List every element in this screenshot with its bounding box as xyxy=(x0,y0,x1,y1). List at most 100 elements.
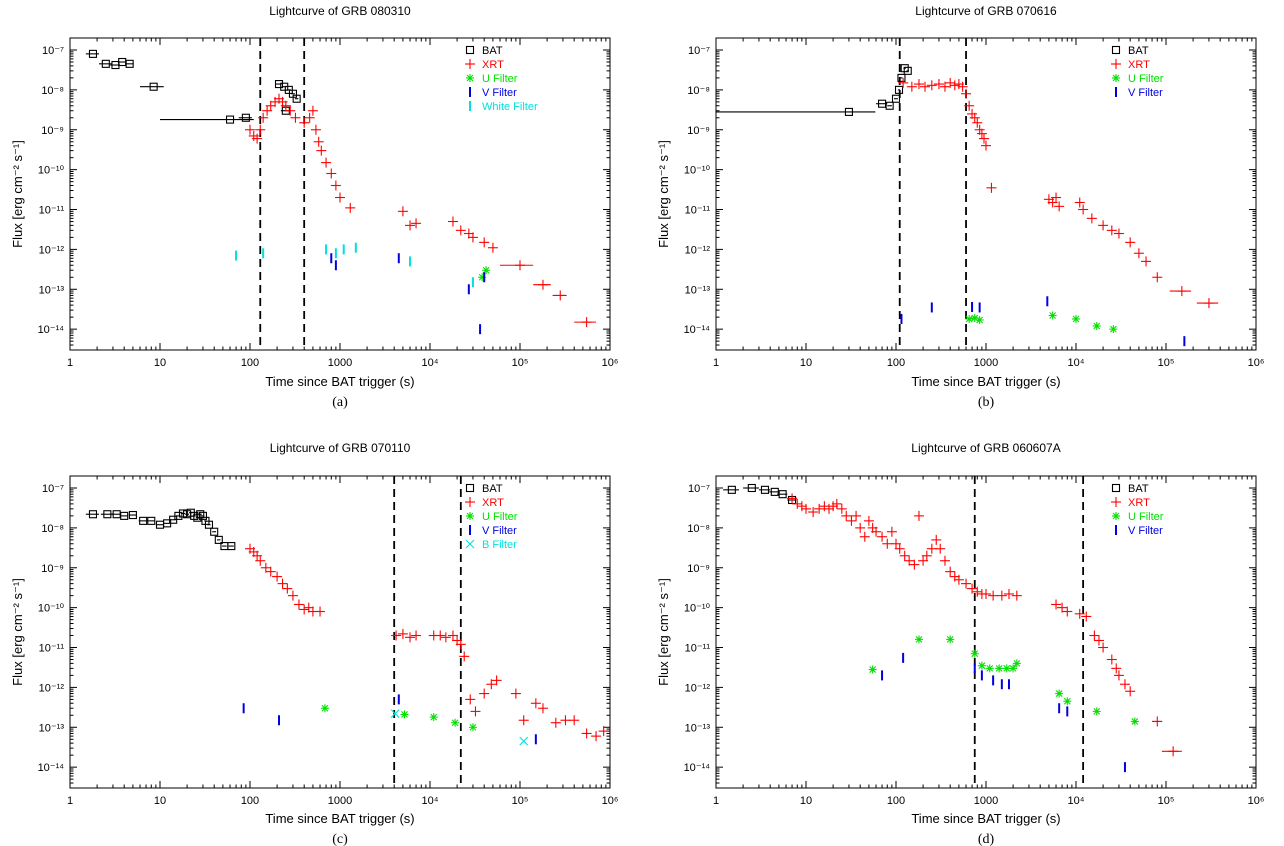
data-point xyxy=(479,237,490,248)
chart-panel-1: Lightcurve of GRB 080310 1 10 100 1000 10⁴ 10⁵… xyxy=(10,4,618,410)
data-point xyxy=(967,583,978,594)
x-tick-label: 1000 xyxy=(328,357,352,369)
data-point xyxy=(1078,204,1089,215)
legend-label: U Filter xyxy=(482,73,518,85)
data-point xyxy=(913,79,924,90)
legend-item: XRT xyxy=(1111,59,1150,71)
data-point xyxy=(1003,588,1014,599)
data-point xyxy=(939,555,950,566)
series-bat xyxy=(85,49,301,124)
data-point xyxy=(411,630,422,641)
data-point xyxy=(743,483,759,493)
data-point xyxy=(138,516,148,525)
data-point xyxy=(274,80,284,89)
data-point xyxy=(258,112,269,123)
legend-label: XRT xyxy=(482,497,504,509)
data-point xyxy=(227,542,236,551)
data-point xyxy=(117,57,127,67)
data-point xyxy=(1130,717,1139,726)
data-point xyxy=(459,651,470,662)
data-point xyxy=(935,543,946,554)
x-tick-label: 10⁶ xyxy=(602,795,619,807)
data-point xyxy=(961,88,972,99)
data-point xyxy=(245,124,255,135)
x-tick-label: 1000 xyxy=(328,795,352,807)
legend-label: XRT xyxy=(482,59,504,71)
chart-panel-4: Lightcurve of GRB 060607A 1 10 100 1000 10⁴ 10… xyxy=(656,441,1264,846)
data-point xyxy=(238,113,252,122)
data-point xyxy=(1113,670,1124,681)
data-point xyxy=(198,511,207,520)
x-tick-label: 10⁶ xyxy=(1248,357,1265,369)
y-tick-label: 10⁻¹³ xyxy=(39,722,65,734)
data-point xyxy=(1098,642,1109,653)
data-point xyxy=(467,232,478,243)
data-point xyxy=(285,105,296,116)
data-point xyxy=(1048,311,1057,320)
data-point xyxy=(981,588,991,599)
series-v-filter xyxy=(330,253,486,335)
data-point xyxy=(255,124,266,135)
series-u-filter xyxy=(965,311,1118,334)
data-point xyxy=(468,723,477,732)
data-point xyxy=(914,635,923,644)
data-point xyxy=(976,128,987,139)
legend-label: V Filter xyxy=(482,87,517,99)
data-point xyxy=(814,503,825,514)
panel-caption: (b) xyxy=(978,395,995,410)
data-point xyxy=(863,515,874,526)
y-tick-label: 10⁻¹⁴ xyxy=(38,324,65,336)
x-tick-label: 100 xyxy=(887,357,905,369)
x-tick-label: 10 xyxy=(800,795,812,807)
series-u-filter xyxy=(868,635,1139,726)
data-point xyxy=(978,133,989,144)
x-tick-label: 1 xyxy=(713,795,719,807)
data-point xyxy=(307,105,318,116)
data-point xyxy=(304,112,315,123)
y-tick-label: 10⁻⁹ xyxy=(687,563,710,575)
data-point xyxy=(1062,606,1073,617)
data-point xyxy=(315,606,326,617)
panel-caption: (c) xyxy=(332,832,348,846)
plot-frame xyxy=(715,475,1257,789)
series-xrt xyxy=(787,493,1182,757)
y-tick-label: 10⁻⁹ xyxy=(41,125,64,137)
data-point xyxy=(335,192,345,203)
panel-caption: (d) xyxy=(978,832,995,846)
data-point xyxy=(411,218,422,229)
data-point xyxy=(939,81,950,92)
y-tick-label: 10⁻⁹ xyxy=(687,125,710,137)
data-point xyxy=(440,632,451,643)
x-tick-label: 10 xyxy=(800,357,812,369)
legend-item: BAT xyxy=(1111,483,1149,495)
y-tick-label: 10⁻¹¹ xyxy=(685,643,711,655)
data-point xyxy=(598,726,609,737)
data-point xyxy=(321,157,332,168)
y-tick-label: 10⁻¹⁰ xyxy=(38,603,65,615)
data-point xyxy=(447,216,458,227)
series-white-filter xyxy=(235,242,474,288)
y-tick-label: 10⁻¹⁰ xyxy=(38,165,65,177)
x-tick-label: 10⁵ xyxy=(1158,357,1175,369)
data-point xyxy=(265,566,276,577)
chart-panel-3: Lightcurve of GRB 070110 1 10 100 1000 10⁴ 10⁵… xyxy=(10,441,618,846)
data-point xyxy=(1051,192,1062,203)
data-point xyxy=(390,709,400,719)
data-point xyxy=(961,578,972,589)
data-point xyxy=(252,133,263,144)
data-point xyxy=(886,526,897,537)
data-point xyxy=(1086,213,1097,224)
data-point xyxy=(400,710,409,719)
data-point xyxy=(801,503,811,514)
data-point xyxy=(85,510,99,519)
data-point xyxy=(1009,664,1018,673)
data-point xyxy=(290,112,301,123)
data-point xyxy=(204,520,214,529)
data-point xyxy=(491,675,502,686)
chart-panel-2: Lightcurve of GRB 070616 1 10 100 1000 10⁴ 10⁵… xyxy=(656,4,1264,410)
y-tick-label: 10⁻¹² xyxy=(685,682,711,694)
legend: BAT XRT U Filter V Filter xyxy=(1111,483,1164,537)
data-point xyxy=(550,717,561,728)
data-point xyxy=(320,704,329,713)
data-point xyxy=(969,112,980,123)
